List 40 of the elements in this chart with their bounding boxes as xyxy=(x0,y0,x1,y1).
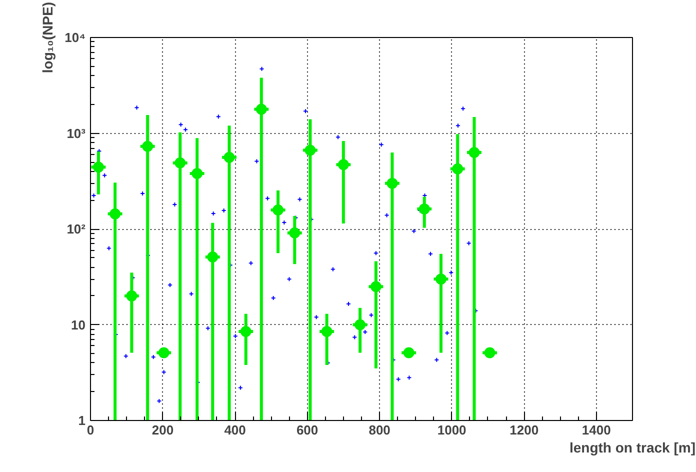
point xyxy=(158,347,170,358)
x-tick-label: 0 xyxy=(86,422,94,438)
point xyxy=(289,227,300,238)
y-tick-label: 10² xyxy=(66,222,86,236)
point xyxy=(403,347,414,358)
point xyxy=(142,140,154,152)
point xyxy=(321,326,332,337)
point xyxy=(110,208,121,220)
point xyxy=(126,290,138,302)
point xyxy=(224,152,235,163)
point xyxy=(452,163,464,174)
point xyxy=(240,326,252,337)
point xyxy=(174,157,186,168)
x-tick-label: 600 xyxy=(296,422,318,438)
point xyxy=(354,319,366,330)
y-tick-label: 1 xyxy=(78,413,86,428)
point xyxy=(207,252,218,262)
x-axis-title: length on track [m] xyxy=(569,440,696,456)
x-tick-label: 800 xyxy=(368,422,390,438)
point xyxy=(92,162,104,173)
x-tick-label: 1200 xyxy=(510,422,539,438)
point xyxy=(468,146,480,158)
y-tick-label: 10³ xyxy=(66,126,86,141)
y-axis-title: log₁₀(NPE) xyxy=(40,2,56,74)
x-tick-label: 1000 xyxy=(437,422,466,438)
point xyxy=(272,204,284,216)
y-tick-label: 10 xyxy=(71,317,86,332)
point xyxy=(484,347,496,358)
x-tick-label: 1400 xyxy=(582,422,611,438)
point xyxy=(256,104,267,115)
point xyxy=(304,144,316,156)
point xyxy=(435,274,446,285)
point xyxy=(386,178,398,189)
x-tick-label: 200 xyxy=(152,422,174,438)
point xyxy=(192,168,203,179)
y-tick-label: 10⁴ xyxy=(64,30,86,45)
point xyxy=(370,281,382,292)
x-tick-label: 400 xyxy=(224,422,246,438)
point xyxy=(418,203,430,214)
point xyxy=(338,159,349,170)
